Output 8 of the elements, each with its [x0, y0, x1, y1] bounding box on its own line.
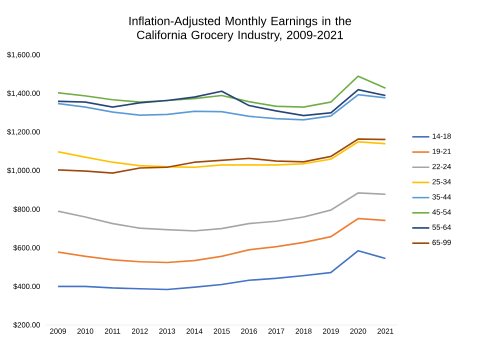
line-series: [57, 94, 386, 121]
chart-title: Inflation-Adjusted Monthly Earnings in the California Grocery Industry, 2009-2021: [129, 16, 352, 42]
line-series: [57, 75, 386, 108]
line-series: [57, 218, 386, 264]
line-series: [57, 192, 386, 232]
line-series: [57, 138, 386, 174]
line-series: [57, 250, 386, 290]
line-series: [57, 88, 386, 116]
